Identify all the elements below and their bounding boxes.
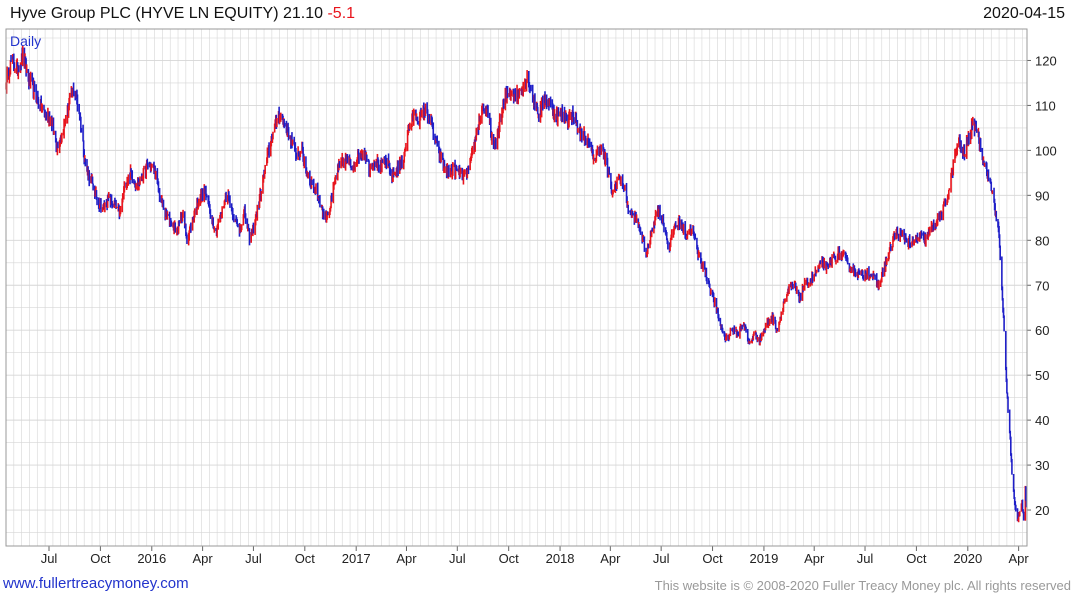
x-tick-label: Oct [499,551,520,566]
x-tick-label: Jul [449,551,466,566]
x-tick-label: 2017 [342,551,371,566]
x-tick-label: Jul [857,551,874,566]
x-tick-label: 2019 [749,551,778,566]
y-tick-label: 40 [1035,413,1049,428]
x-axis-labels: Jul Oct 2016 Apr Jul Oct 2017 Apr Jul Oct 2018 Apr J… [41,546,1030,566]
y-tick-label: 20 [1035,503,1049,518]
y-tick-label: 100 [1035,143,1057,158]
y-tick-label: 70 [1035,278,1049,293]
x-tick-label: Apr [600,551,621,566]
x-tick-label: Oct [90,551,111,566]
x-tick-label: Apr [804,551,825,566]
price-bars [5,45,1028,523]
site-link[interactable]: www.fullertreacymoney.com [3,575,189,592]
security-name: Hyve Group PLC (HYVE LN EQUITY) [10,5,279,22]
y-tick-label: 50 [1035,368,1049,383]
x-tick-label: Jul [653,551,670,566]
x-tick-label: Oct [295,551,316,566]
y-tick-label: 30 [1035,458,1049,473]
x-tick-label: Oct [906,551,927,566]
y-tick-label: 90 [1035,188,1049,203]
x-tick-label: Apr [396,551,417,566]
y-tick-label: 60 [1035,323,1049,338]
y-tick-label: 120 [1035,53,1057,68]
x-tick-label: Apr [1009,551,1030,566]
x-tick-label: Jul [245,551,262,566]
x-tick-label: 2020 [953,551,982,566]
period-label: Daily [10,33,42,49]
y-tick-label: 110 [1035,98,1056,113]
last-price: 21.10 [282,5,324,22]
chart-date: 2020-04-15 [983,5,1065,22]
x-tick-label: Oct [702,551,723,566]
y-tick-label: 80 [1035,233,1049,248]
plot-frame [5,28,1028,547]
y-axis-labels: 20 30 40 50 60 70 80 90 100 110 120 [1027,53,1057,518]
copyright-notice: This website is © 2008-2020 Fuller Treac… [654,578,1071,593]
chart-header: Hyve Group PLC (HYVE LN EQUITY) 21.10 -5… [10,5,355,23]
price-change: -5.1 [327,5,356,22]
x-tick-label: Apr [192,551,213,566]
grid-lines [5,29,1027,546]
x-tick-label: 2018 [546,551,575,566]
x-tick-label: 2016 [137,551,166,566]
x-tick-label: Jul [41,551,58,566]
